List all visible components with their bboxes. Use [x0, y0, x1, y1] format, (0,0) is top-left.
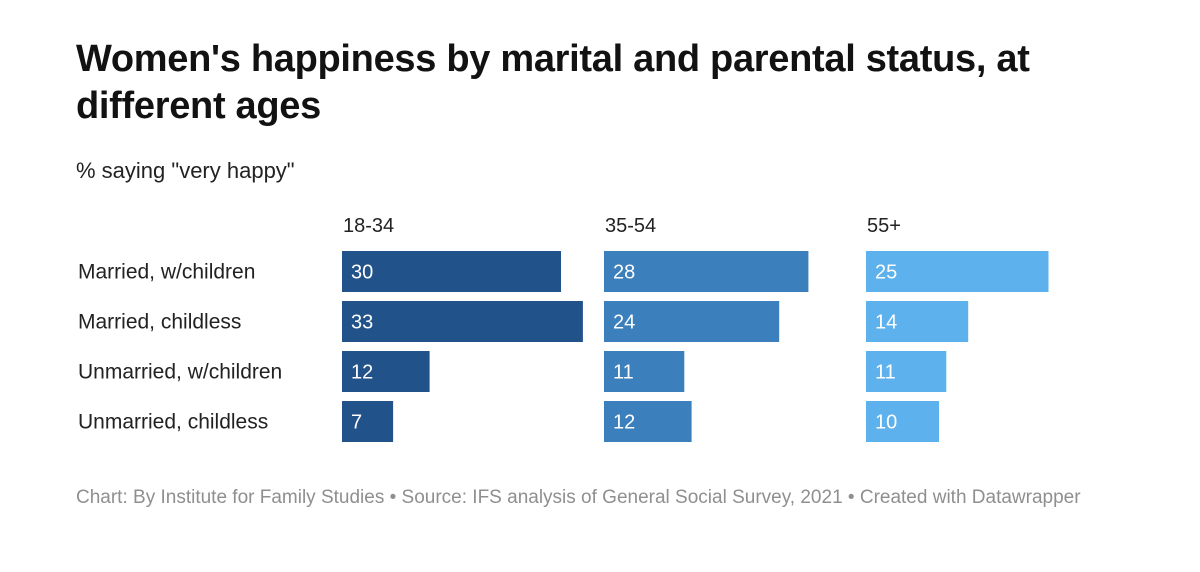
panel-header: 55+ — [867, 215, 901, 237]
bar-value-label: 25 — [875, 262, 897, 284]
bar — [342, 251, 561, 292]
bar-value-label: 28 — [613, 262, 635, 284]
bar-chart: Married, w/children Married, childless Unm… — [78, 215, 1049, 442]
bar — [866, 251, 1049, 292]
bar-value-label: 30 — [351, 262, 373, 284]
bar — [342, 401, 394, 442]
category-label: Unmarried, w/children — [78, 361, 282, 384]
panel-header: 35-54 — [605, 215, 656, 237]
bar-value-label: 11 — [875, 362, 896, 384]
bar-value-label: 11 — [613, 362, 634, 384]
bar-value-label: 10 — [875, 412, 897, 434]
bar-value-label: 7 — [351, 412, 362, 434]
category-label: Married, w/children — [78, 261, 255, 284]
bar-value-label: 33 — [351, 312, 373, 334]
chart-footer: Chart: By Institute for Family Studies •… — [76, 487, 1081, 508]
bar-value-label: 14 — [875, 312, 897, 334]
category-label: Married, childless — [78, 311, 241, 334]
bar-value-label: 12 — [351, 362, 373, 384]
panel-header: 18-34 — [343, 215, 394, 237]
bar — [866, 401, 939, 442]
bar — [604, 301, 780, 342]
chart-subtitle: % saying "very happy" — [76, 158, 295, 183]
bar — [604, 251, 809, 292]
bar — [604, 351, 685, 392]
bar — [604, 401, 692, 442]
category-label: Unmarried, childless — [78, 411, 268, 434]
bar — [342, 301, 583, 342]
bar — [342, 351, 430, 392]
chart-title: Women's happiness by marital and parenta… — [76, 38, 1030, 127]
bar — [866, 351, 947, 392]
bar-value-label: 24 — [613, 312, 635, 334]
bar — [866, 301, 969, 342]
bar-value-label: 12 — [613, 412, 635, 434]
